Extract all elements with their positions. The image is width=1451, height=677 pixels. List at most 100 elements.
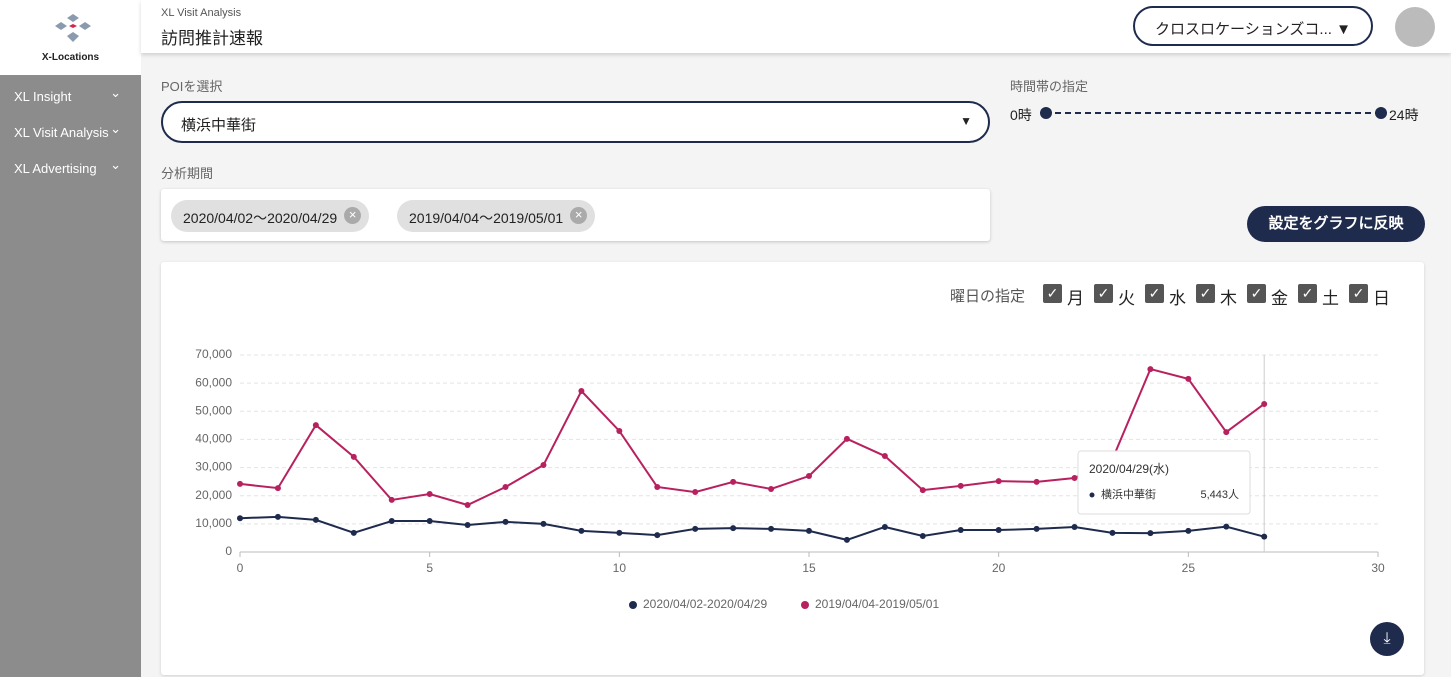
weekday-checkbox[interactable]: 金 xyxy=(1247,284,1288,309)
slider-knob[interactable] xyxy=(1040,107,1052,119)
data-point xyxy=(464,502,471,509)
apply-button[interactable]: 設定をグラフに反映 xyxy=(1247,206,1425,242)
legend-marker xyxy=(801,601,809,609)
data-point xyxy=(1071,474,1078,481)
weekday-checkbox[interactable]: 月 xyxy=(1043,284,1084,309)
slider-knob[interactable] xyxy=(1375,107,1387,119)
data-point xyxy=(881,523,888,530)
data-point xyxy=(957,482,964,489)
sidebar: X-Locations XL Insight XL Visit Analysis… xyxy=(0,0,141,677)
data-point xyxy=(995,527,1002,534)
y-tick-label: 40,000 xyxy=(195,432,232,446)
y-tick-label: 20,000 xyxy=(195,488,232,502)
x-tick-label: 0 xyxy=(237,561,244,575)
data-point xyxy=(274,485,281,492)
account-text: クロスロケーションズコ... xyxy=(1155,21,1332,38)
tooltip-box xyxy=(1077,450,1251,515)
data-point xyxy=(274,513,281,520)
data-point xyxy=(730,478,737,485)
data-point xyxy=(1185,527,1192,534)
data-point xyxy=(919,532,926,539)
data-point xyxy=(654,483,661,490)
data-point xyxy=(464,521,471,528)
data-point xyxy=(1223,523,1230,530)
data-point xyxy=(502,518,509,525)
time-label: 時間帯の指定 xyxy=(1010,79,1089,94)
data-point xyxy=(1147,366,1154,373)
data-point xyxy=(843,435,850,442)
data-point xyxy=(1033,525,1040,532)
data-point xyxy=(919,487,926,494)
data-point xyxy=(806,527,812,534)
data-point xyxy=(426,491,433,498)
data-point xyxy=(237,515,243,522)
data-point xyxy=(995,478,1002,485)
logo-text: X-Locations xyxy=(41,52,100,63)
data-point xyxy=(350,453,357,460)
time-slider-track[interactable] xyxy=(1045,112,1381,114)
data-point xyxy=(578,527,585,534)
tooltip-title: 2020/04/29(水) xyxy=(1089,462,1169,476)
data-point xyxy=(692,489,699,496)
data-point xyxy=(540,462,547,469)
weekday-checkbox[interactable]: 水 xyxy=(1145,284,1186,309)
data-point xyxy=(881,453,888,460)
logo-icon xyxy=(55,14,91,42)
period-chip[interactable]: 2019/04/04〜2019/05/01 xyxy=(397,200,596,232)
data-point xyxy=(502,483,509,490)
data-point xyxy=(1185,375,1192,382)
account-select[interactable]: クロスロケーションズコ... ▼ xyxy=(1133,6,1373,46)
weekday-checkbox[interactable]: 土 xyxy=(1298,284,1339,309)
nav-item[interactable]: XL Visit Analysis xyxy=(14,121,129,140)
download-button[interactable]: ⤓ xyxy=(1370,622,1404,656)
tooltip-marker xyxy=(1089,492,1095,498)
time-end: 24時 xyxy=(1389,107,1419,123)
tooltip: 2020/04/29(水) 横浜中華街 5,443人 xyxy=(1077,450,1251,515)
poi-label: POIを選択 xyxy=(161,79,223,94)
poi-select[interactable]: 横浜中華街 ▼ xyxy=(161,101,990,143)
y-tick-label: 70,000 xyxy=(195,347,232,361)
data-point xyxy=(1109,529,1116,536)
data-point xyxy=(1033,478,1040,485)
data-point xyxy=(540,520,547,527)
data-point xyxy=(426,518,433,525)
weekday-label: 曜日の指定 xyxy=(950,288,1026,305)
y-tick-label: 0 xyxy=(225,544,232,558)
header-title: 訪問推計速報 xyxy=(161,29,263,48)
data-point xyxy=(312,516,319,523)
header: XL Visit Analysis 訪問推計速報 クロスロケーションズコ... … xyxy=(141,0,1451,53)
period-chip[interactable]: 2020/04/02〜2020/04/29 xyxy=(171,200,370,232)
weekday-checkbox[interactable]: 日 xyxy=(1349,284,1390,309)
data-point xyxy=(806,473,812,480)
x-tick-label: 15 xyxy=(802,561,816,575)
weekday-checkbox[interactable]: 木 xyxy=(1196,284,1237,309)
data-point xyxy=(730,525,737,532)
period-label: 分析期間 xyxy=(161,166,214,181)
nav-item[interactable]: XL Insight xyxy=(14,85,129,104)
data-point xyxy=(578,388,585,395)
x-tick-label: 25 xyxy=(1182,561,1196,575)
x-tick-label: 20 xyxy=(992,561,1006,575)
y-tick-label: 50,000 xyxy=(195,403,232,417)
legend-label: 2020/04/02-2020/04/29 xyxy=(643,597,767,611)
time-start: 0時 xyxy=(1010,107,1032,123)
avatar[interactable] xyxy=(1395,7,1435,47)
data-point xyxy=(350,529,357,536)
data-point xyxy=(616,427,623,434)
data-point xyxy=(1261,533,1268,540)
nav-item[interactable]: XL Advertising xyxy=(14,157,129,176)
chart-card: 0 10,000 20,000 30,000 40,000 50,000 60,000 70,… xyxy=(161,262,1424,675)
data-point xyxy=(843,536,850,543)
data-point xyxy=(768,485,775,492)
data-point xyxy=(237,480,243,487)
data-point xyxy=(1261,400,1268,407)
data-point xyxy=(654,532,661,539)
legend-label: 2019/04/04-2019/05/01 xyxy=(815,597,939,611)
tooltip-value: 5,443人 xyxy=(1200,488,1239,501)
poi-value: 横浜中華街 xyxy=(181,117,257,134)
x-tick-label: 10 xyxy=(613,561,627,575)
weekday-checkbox[interactable]: 火 xyxy=(1094,284,1135,309)
y-tick-label: 60,000 xyxy=(195,375,232,389)
data-point xyxy=(1071,523,1078,530)
